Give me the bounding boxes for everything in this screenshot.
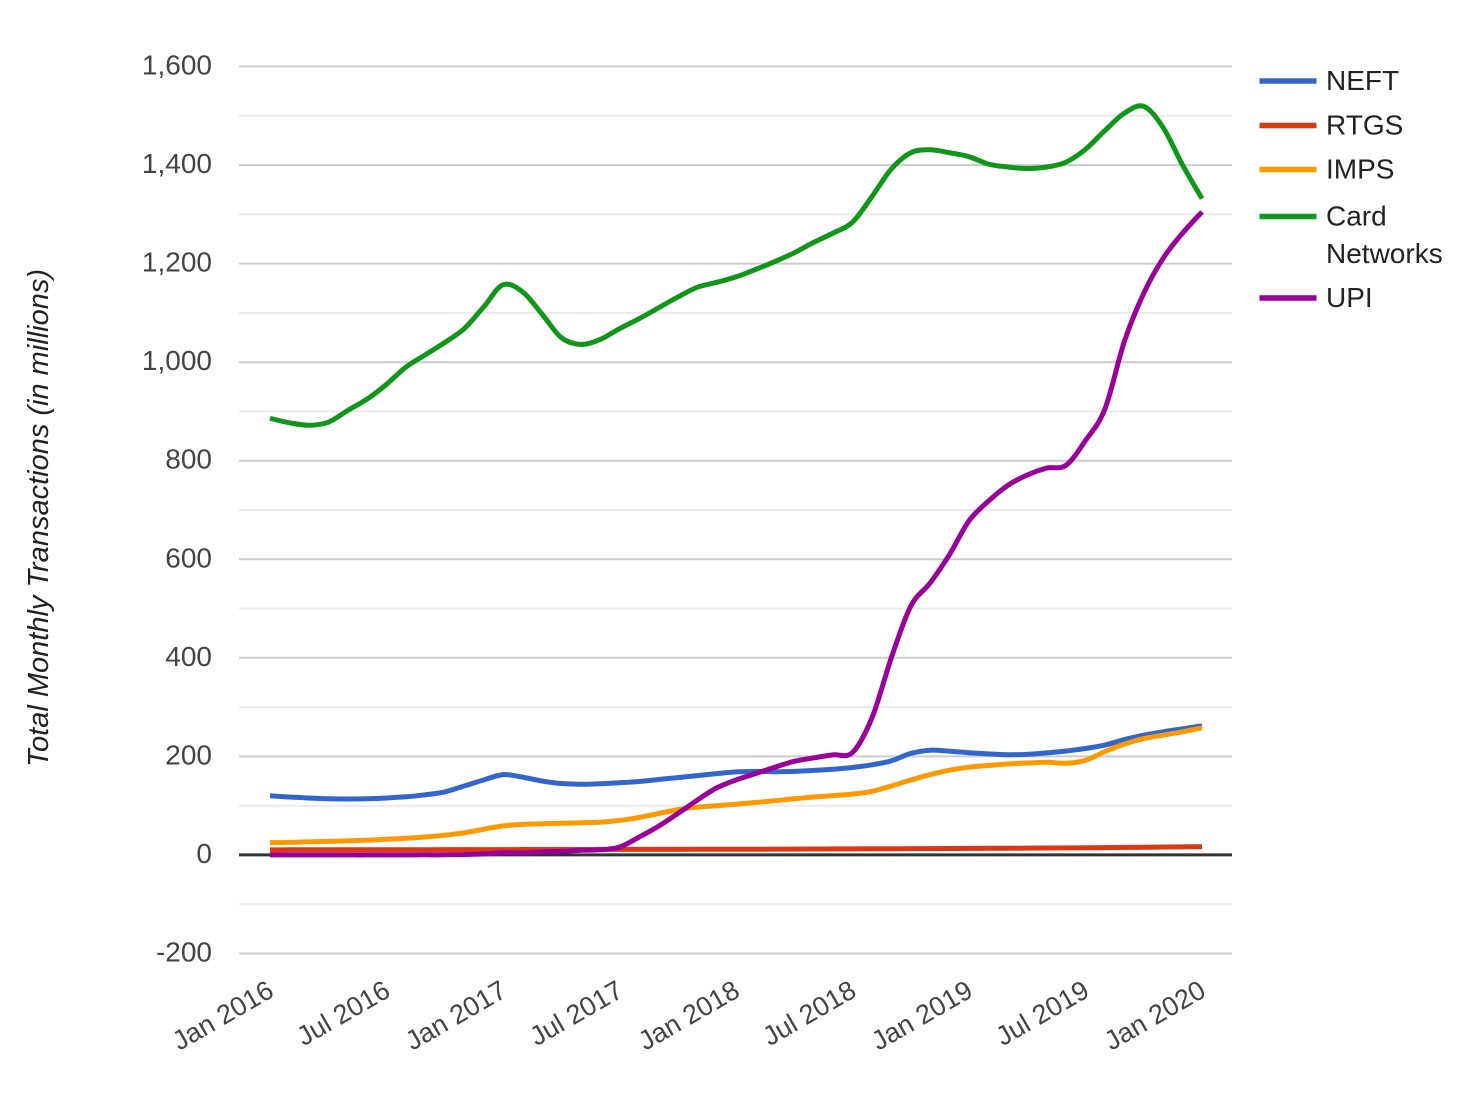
- svg-text:200: 200: [165, 739, 212, 770]
- svg-text:600: 600: [165, 542, 212, 573]
- svg-text:1,400: 1,400: [142, 148, 212, 179]
- svg-text:1,000: 1,000: [142, 345, 212, 376]
- svg-text:Networks: Networks: [1326, 238, 1443, 269]
- svg-text:Card: Card: [1326, 201, 1387, 232]
- svg-text:IMPS: IMPS: [1326, 154, 1394, 185]
- svg-text:1,600: 1,600: [142, 50, 212, 81]
- svg-text:0: 0: [196, 838, 212, 869]
- svg-text:Total Monthly Transactions (in: Total Monthly Transactions (in millions): [23, 269, 55, 767]
- svg-text:UPI: UPI: [1326, 282, 1373, 313]
- svg-text:400: 400: [165, 641, 212, 672]
- svg-text:1,200: 1,200: [142, 247, 212, 278]
- svg-text:NEFT: NEFT: [1326, 65, 1399, 96]
- svg-text:-200: -200: [156, 937, 212, 968]
- svg-text:RTGS: RTGS: [1326, 110, 1403, 141]
- svg-text:800: 800: [165, 444, 212, 475]
